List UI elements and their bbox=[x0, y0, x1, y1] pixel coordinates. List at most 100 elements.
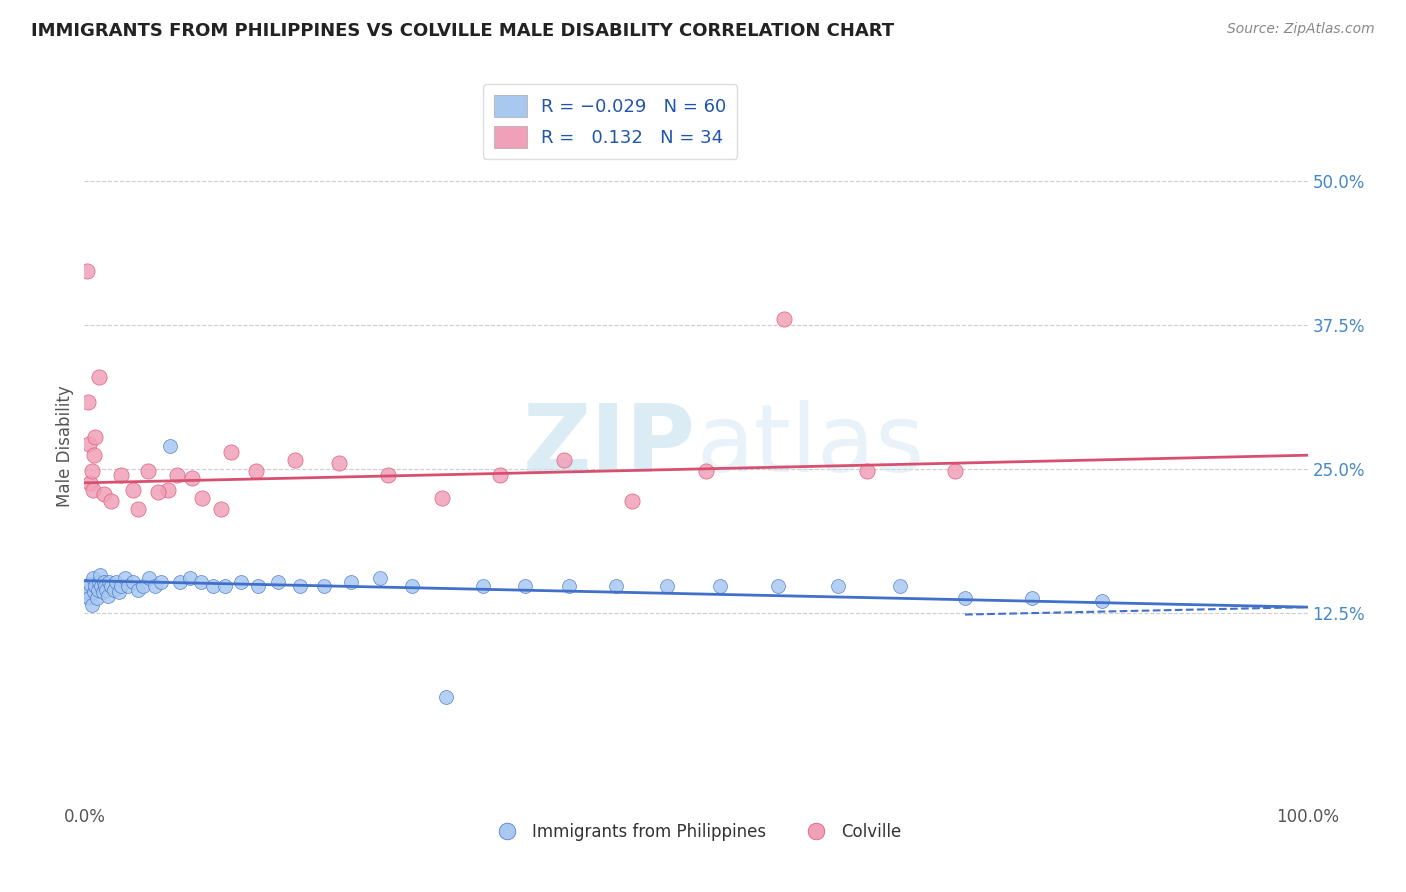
Legend: Immigrants from Philippines, Colville: Immigrants from Philippines, Colville bbox=[484, 817, 908, 848]
Text: IMMIGRANTS FROM PHILIPPINES VS COLVILLE MALE DISABILITY CORRELATION CHART: IMMIGRANTS FROM PHILIPPINES VS COLVILLE … bbox=[31, 22, 894, 40]
Text: Source: ZipAtlas.com: Source: ZipAtlas.com bbox=[1227, 22, 1375, 37]
Point bbox=[103, 582, 125, 597]
Point bbox=[766, 579, 789, 593]
Point bbox=[377, 467, 399, 482]
Point bbox=[209, 502, 232, 516]
Point bbox=[87, 370, 110, 384]
Point bbox=[436, 690, 458, 704]
Point bbox=[245, 464, 267, 478]
Point bbox=[943, 464, 966, 478]
Point bbox=[79, 577, 101, 591]
Point bbox=[82, 483, 104, 497]
Point bbox=[83, 448, 105, 462]
Point bbox=[127, 582, 149, 597]
Point bbox=[136, 464, 159, 478]
Point bbox=[773, 312, 796, 326]
Point bbox=[827, 579, 849, 593]
Point bbox=[695, 464, 717, 478]
Point bbox=[132, 579, 155, 593]
Point bbox=[96, 582, 118, 597]
Point bbox=[1091, 594, 1114, 608]
Text: ZIP: ZIP bbox=[523, 400, 696, 492]
Point bbox=[82, 571, 104, 585]
Point bbox=[143, 579, 166, 593]
Point bbox=[94, 579, 117, 593]
Point bbox=[953, 591, 976, 605]
Point bbox=[84, 430, 107, 444]
Point bbox=[328, 456, 350, 470]
Point bbox=[110, 579, 132, 593]
Point bbox=[122, 483, 145, 497]
Text: atlas: atlas bbox=[696, 400, 924, 492]
Point bbox=[76, 264, 98, 278]
Point bbox=[80, 464, 103, 478]
Point bbox=[75, 589, 97, 603]
Point bbox=[169, 574, 191, 589]
Point bbox=[314, 579, 336, 593]
Point bbox=[77, 436, 100, 450]
Point bbox=[122, 574, 145, 589]
Point bbox=[856, 464, 879, 478]
Point bbox=[655, 579, 678, 593]
Point bbox=[84, 579, 107, 593]
Point bbox=[93, 487, 115, 501]
Point bbox=[247, 579, 270, 593]
Point bbox=[201, 579, 224, 593]
Point bbox=[370, 571, 392, 585]
Point bbox=[105, 574, 128, 589]
Point bbox=[219, 444, 242, 458]
Point bbox=[86, 591, 108, 605]
Point bbox=[889, 579, 911, 593]
Point bbox=[114, 571, 136, 585]
Point bbox=[553, 452, 575, 467]
Point bbox=[83, 585, 105, 599]
Point bbox=[159, 439, 181, 453]
Point bbox=[146, 485, 169, 500]
Point bbox=[138, 571, 160, 585]
Point bbox=[79, 475, 101, 490]
Point bbox=[127, 502, 149, 516]
Point bbox=[1021, 591, 1043, 605]
Point bbox=[288, 579, 311, 593]
Point bbox=[91, 585, 114, 599]
Point bbox=[100, 494, 122, 508]
Point bbox=[472, 579, 495, 593]
Y-axis label: Male Disability: Male Disability bbox=[56, 385, 75, 507]
Point bbox=[156, 483, 179, 497]
Point bbox=[110, 467, 132, 482]
Point bbox=[76, 579, 98, 593]
Point bbox=[179, 571, 201, 585]
Point bbox=[77, 585, 100, 599]
Point bbox=[90, 579, 112, 593]
Point bbox=[191, 491, 214, 505]
Point bbox=[93, 574, 115, 589]
Point bbox=[77, 395, 100, 409]
Point bbox=[266, 574, 288, 589]
Point bbox=[401, 579, 423, 593]
Point bbox=[340, 574, 363, 589]
Point bbox=[284, 452, 307, 467]
Point bbox=[709, 579, 731, 593]
Point bbox=[621, 494, 644, 508]
Point bbox=[117, 579, 139, 593]
Point bbox=[605, 579, 627, 593]
Point bbox=[166, 467, 188, 482]
Point bbox=[97, 574, 120, 589]
Point bbox=[87, 582, 110, 597]
Point bbox=[87, 574, 110, 589]
Point bbox=[558, 579, 581, 593]
Point bbox=[513, 579, 536, 593]
Point bbox=[77, 591, 100, 605]
Point bbox=[150, 574, 173, 589]
Point bbox=[489, 467, 512, 482]
Point bbox=[229, 574, 252, 589]
Point bbox=[97, 589, 120, 603]
Point bbox=[430, 491, 453, 505]
Point bbox=[89, 568, 111, 582]
Point bbox=[190, 574, 212, 589]
Point bbox=[107, 585, 129, 599]
Point bbox=[100, 579, 122, 593]
Point bbox=[214, 579, 236, 593]
Point bbox=[181, 471, 204, 485]
Point bbox=[80, 598, 103, 612]
